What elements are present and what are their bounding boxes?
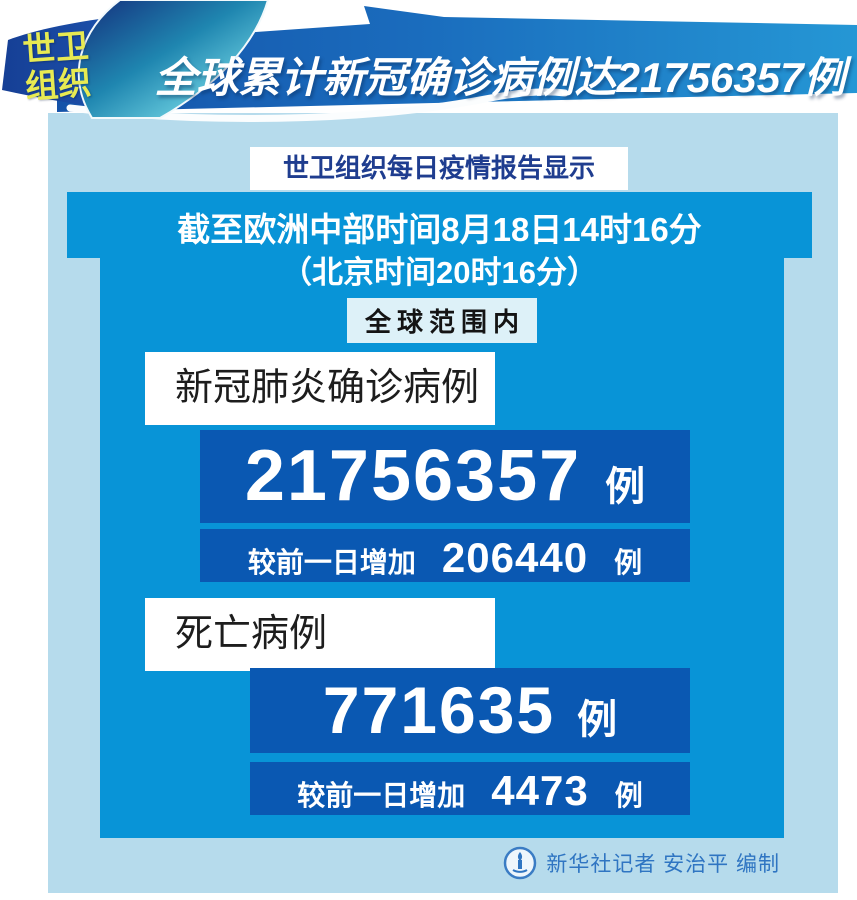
confirmed-label-box: 新冠肺炎确诊病例 [145,352,495,425]
confirmed-delta-box: 较前一日增加 206440 例 [200,529,690,582]
timestamp-line-1: 截至欧洲中部时间8月18日14时16分 [177,211,702,248]
who-badge-line2: 组织 [24,63,93,106]
scope-badge: 全球范围内 [346,298,537,343]
confirmed-total-value: 21756357 [244,436,582,516]
confirmed-total-unit: 例 [605,465,646,509]
footer-credit-text: 新华社记者 安治平 编制 [546,853,780,876]
confirmed-delta-label: 较前一日增加 [247,547,416,578]
confirmed-delta-unit: 例 [614,547,643,578]
xinhua-logo-icon [504,846,537,880]
deaths-delta-unit: 例 [614,780,643,811]
report-source-box: 世卫组织每日疫情报告显示 [250,147,628,190]
deaths-total-value: 771635 [322,673,556,747]
who-badge-line1: 世卫 [21,26,90,69]
footer-credit: 新华社记者 安治平 编制 [503,846,780,880]
scope-badge-wrap: 全球范围内 [100,298,784,343]
timestamp-line-2: （北京时间20时16分） [281,255,598,290]
banner-title: 全球累计新冠确诊病例达21756357例 [154,54,846,101]
deaths-label-box: 死亡病例 [145,598,495,671]
ribbon-banner-graphic [2,0,857,122]
deaths-total-box: 771635 例 [250,668,690,753]
confirmed-total-box: 21756357 例 [200,430,690,523]
header-banner: 世卫 组织 全球累计新冠确诊病例达21756357例 [0,0,857,126]
confirmed-delta-value: 206440 [441,534,589,581]
deaths-delta-box: 较前一日增加 4473 例 [250,762,690,815]
who-badge: 世卫 组织 [21,26,93,106]
deaths-total-unit: 例 [577,698,618,742]
timestamp-bar [67,192,812,258]
deaths-delta-label: 较前一日增加 [297,780,466,811]
deaths-delta-value: 4473 [491,767,589,814]
